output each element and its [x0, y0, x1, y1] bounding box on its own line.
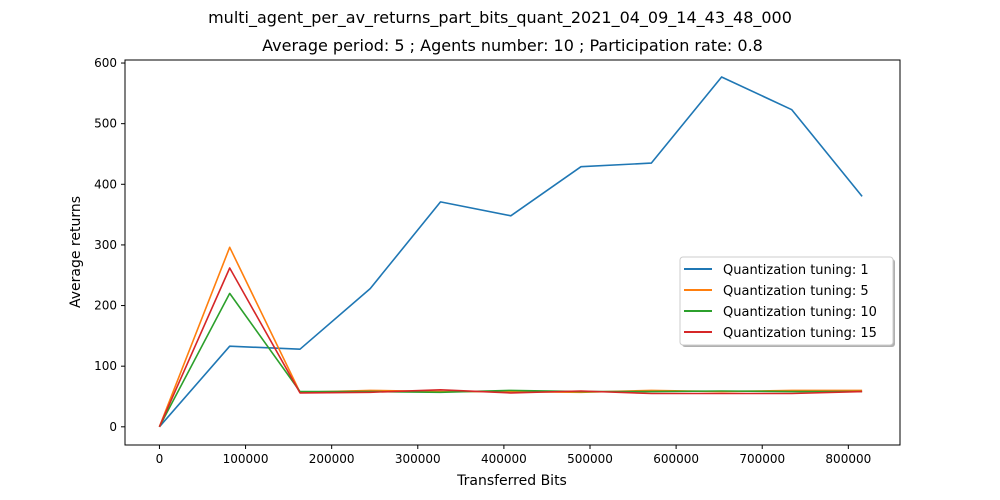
series-line-4 — [158, 267, 863, 428]
series-line-1 — [158, 76, 863, 428]
series-line-3 — [158, 292, 863, 428]
x-axis-ticks: 0 100000 200000 300000 400000 500000 600000 700… — [156, 445, 871, 466]
y-axis-ticks: 0 100 200 300 400 500 600 — [94, 56, 125, 434]
x-tick-label: 500000 — [567, 452, 613, 466]
y-tick-label: 500 — [94, 117, 117, 131]
legend-label: Quantization tuning: 10 — [723, 305, 877, 320]
y-tick-label: 300 — [94, 238, 117, 252]
x-tick-label: 300000 — [395, 452, 441, 466]
y-tick-label: 0 — [109, 420, 117, 434]
y-tick-label: 600 — [94, 56, 117, 70]
x-tick-label: 600000 — [653, 452, 699, 466]
legend-label: Quantization tuning: 1 — [723, 263, 869, 278]
x-tick-label: 0 — [156, 452, 164, 466]
x-tick-label: 700000 — [739, 452, 785, 466]
y-tick-label: 400 — [94, 177, 117, 191]
y-tick-label: 100 — [94, 359, 117, 373]
x-axis-label: Transferred Bits — [456, 473, 567, 489]
y-tick-label: 200 — [94, 299, 117, 313]
legend-box — [679, 256, 894, 346]
figure-suptitle: multi_agent_per_av_returns_part_bits_qua… — [208, 8, 792, 27]
x-tick-label: 100000 — [223, 452, 269, 466]
x-tick-label: 400000 — [481, 452, 527, 466]
x-tick-label: 800000 — [825, 452, 871, 466]
legend-label: Quantization tuning: 5 — [723, 284, 869, 299]
chart-title: Average period: 5 ; Agents number: 10 ; … — [262, 36, 763, 55]
legend: Quantization tuning: 1 Quantization tunin… — [679, 256, 895, 347]
y-axis-label: Average returns — [68, 196, 84, 308]
plot-frame — [124, 59, 901, 446]
x-tick-label: 200000 — [309, 452, 355, 466]
series-layer — [158, 76, 863, 428]
legend-label: Quantization tuning: 15 — [723, 326, 877, 341]
